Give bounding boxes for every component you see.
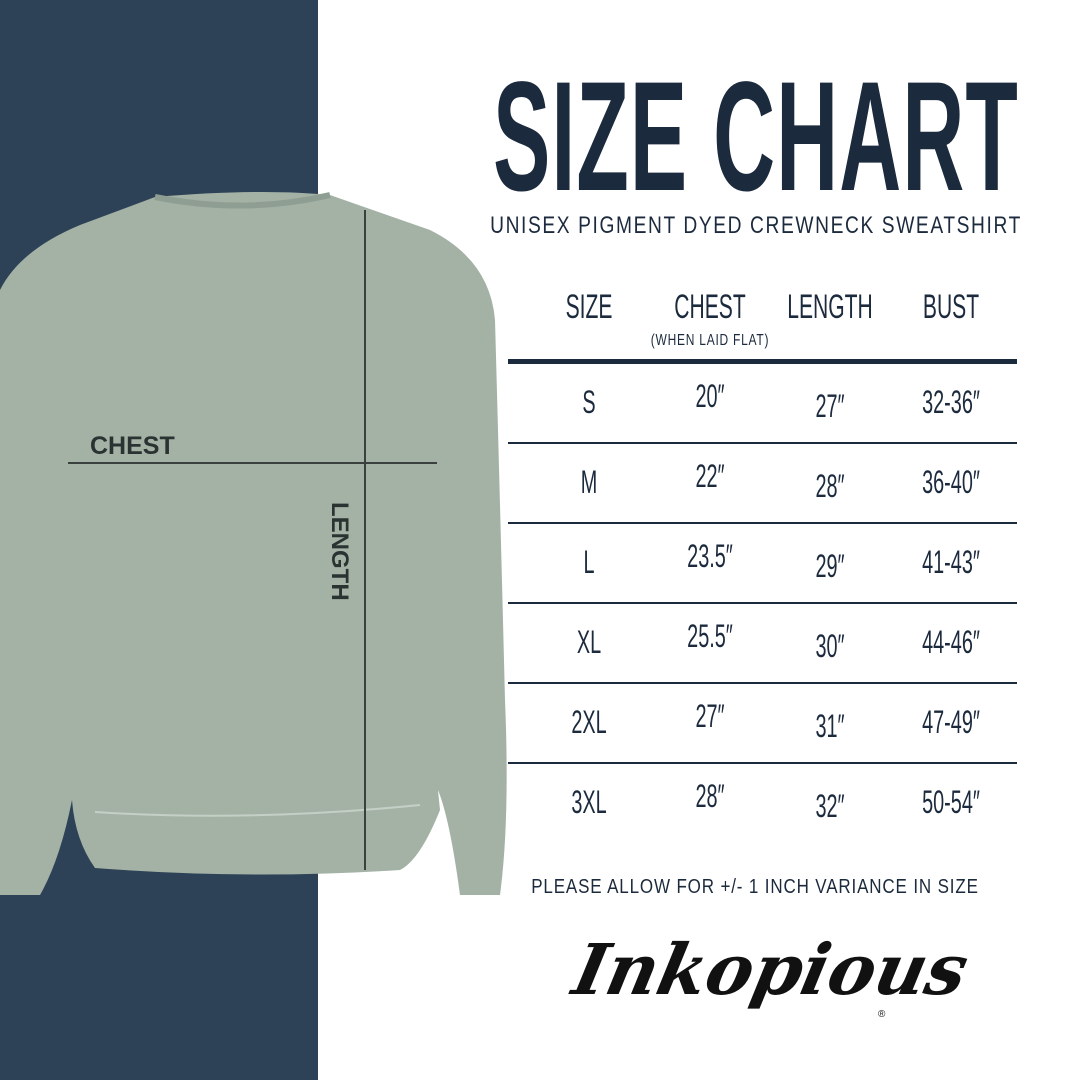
cell-size: S — [582, 384, 596, 420]
variance-note: PLEASE ALLOW FOR +/- 1 INCH VARIANCE IN … — [531, 876, 979, 898]
row-divider — [508, 602, 1017, 604]
header-size: SIZE — [565, 288, 613, 326]
header-chest: CHEST — [674, 288, 746, 326]
cell-bust: 44-46″ — [922, 624, 980, 660]
cell-chest: 23.5″ — [687, 538, 733, 574]
page-title: SIZE CHART — [493, 50, 1019, 224]
registered-mark: ® — [878, 1009, 886, 1020]
brand-logo: Inkopious — [566, 928, 976, 1011]
cell-bust: 32-36″ — [922, 384, 980, 420]
collar — [154, 192, 331, 209]
sweatshirt-body — [0, 191, 507, 895]
cell-length: 29″ — [815, 548, 845, 584]
cell-chest: 22″ — [695, 458, 725, 494]
cell-bust: 36-40″ — [922, 464, 980, 500]
cell-size: M — [580, 464, 598, 500]
header-divider — [508, 359, 1017, 364]
cell-size: XL — [576, 624, 602, 660]
cell-bust: 41-43″ — [922, 544, 980, 580]
cell-chest: 28″ — [695, 778, 725, 814]
cell-size: L — [583, 544, 595, 580]
header-bust: BUST — [922, 288, 980, 326]
row-divider — [508, 522, 1017, 524]
chest-label: CHEST — [90, 432, 175, 460]
cell-length: 32″ — [815, 788, 845, 824]
chest-note: (WHEN LAID FLAT) — [650, 332, 770, 349]
cell-length: 28″ — [815, 468, 845, 504]
cell-bust: 50-54″ — [922, 784, 980, 820]
length-label: LENGTH — [326, 502, 353, 601]
cell-length: 27″ — [815, 388, 845, 424]
cell-chest: 27″ — [695, 698, 725, 734]
cell-chest: 25.5″ — [687, 618, 733, 654]
sweatshirt-image — [0, 191, 507, 895]
cell-length: 31″ — [815, 708, 845, 744]
cell-size: 2XL — [571, 704, 607, 740]
subtitle: UNISEX PIGMENT DYED CREWNECK SWEATSHIRT — [490, 212, 1022, 239]
cell-bust: 47-49″ — [922, 704, 980, 740]
header-length: LENGTH — [787, 288, 873, 326]
cell-length: 30″ — [815, 628, 845, 664]
cell-chest: 20″ — [695, 378, 725, 414]
waistband-seam — [94, 804, 421, 817]
row-divider — [508, 762, 1017, 764]
row-divider — [508, 442, 1017, 444]
cell-size: 3XL — [571, 784, 607, 820]
row-divider — [508, 682, 1017, 684]
